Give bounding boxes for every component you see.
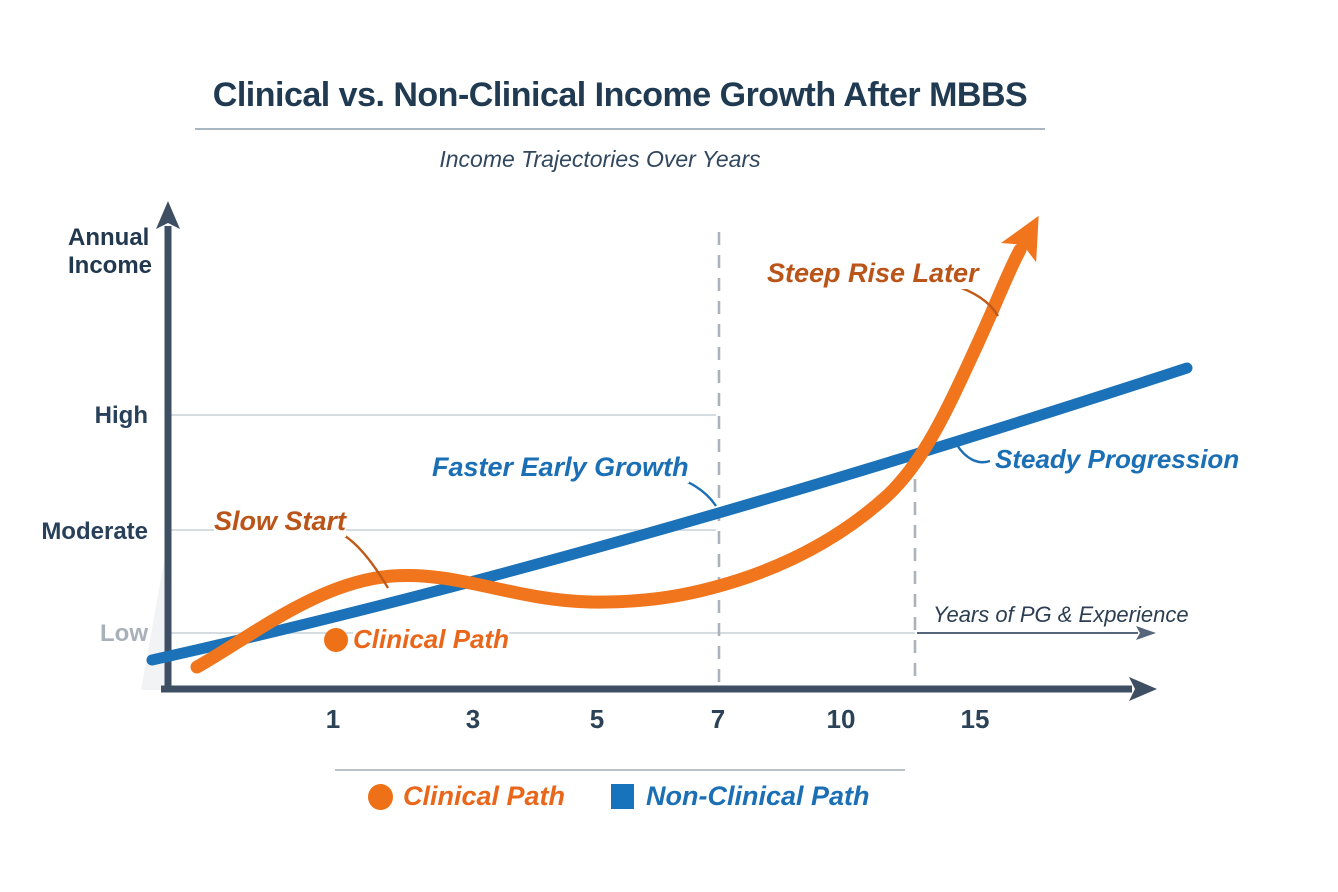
- steady-progression-connector: [955, 444, 991, 464]
- annotation-faster-early-growth: Faster Early Growth: [432, 452, 689, 483]
- legend-clinical-dot-icon: [368, 784, 393, 810]
- dashed-reference-lines: [717, 232, 917, 685]
- chart-subtitle: Income Trajectories Over Years: [439, 146, 761, 172]
- x-tick-15: 15: [960, 704, 990, 734]
- page-title: Clinical vs. Non-Clinical Income Growth …: [212, 76, 1028, 114]
- annotation-slow-start: Slow Start: [214, 506, 347, 537]
- slow-start-connector: [344, 535, 390, 589]
- legend-non-clinical-label: Non-Clinical Path: [646, 781, 870, 811]
- x-tick-3: 3: [465, 704, 481, 734]
- annotation-connectors: [344, 282, 1000, 589]
- y-tick-high: High: [94, 402, 148, 429]
- clinical-curve: [190, 215, 1039, 674]
- legend-divider: [335, 769, 905, 771]
- non-clinical-line: [146, 362, 1193, 666]
- x-tick-7: 7: [710, 704, 726, 734]
- axes: [156, 201, 1157, 701]
- y-tick-moderate: Moderate: [41, 518, 148, 545]
- clinical-inline-dot: [324, 628, 348, 652]
- y-axis-title: Annual Income: [68, 224, 153, 279]
- title-divider: [195, 128, 1045, 130]
- x-tick-1: 1: [325, 704, 341, 734]
- annotation-steady-progression: Steady Progression: [995, 444, 1240, 474]
- x-tick-5: 5: [589, 704, 605, 734]
- annotation-steep-rise-later: Steep Rise Later: [767, 258, 979, 289]
- legend-non-clinical-square-icon: [611, 784, 634, 809]
- x-tick-10: 10: [826, 704, 856, 734]
- legend-clinical-label: Clinical Path: [403, 781, 566, 811]
- y-tick-low: Low: [100, 620, 148, 647]
- annotation-clinical-path: Clinical Path: [353, 624, 510, 655]
- x-axis-title: Years of PG & Experience: [933, 602, 1189, 627]
